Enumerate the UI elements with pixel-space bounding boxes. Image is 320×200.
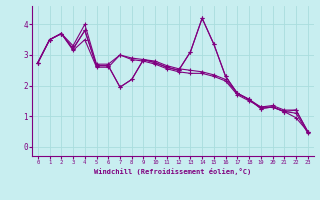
X-axis label: Windchill (Refroidissement éolien,°C): Windchill (Refroidissement éolien,°C)	[94, 168, 252, 175]
